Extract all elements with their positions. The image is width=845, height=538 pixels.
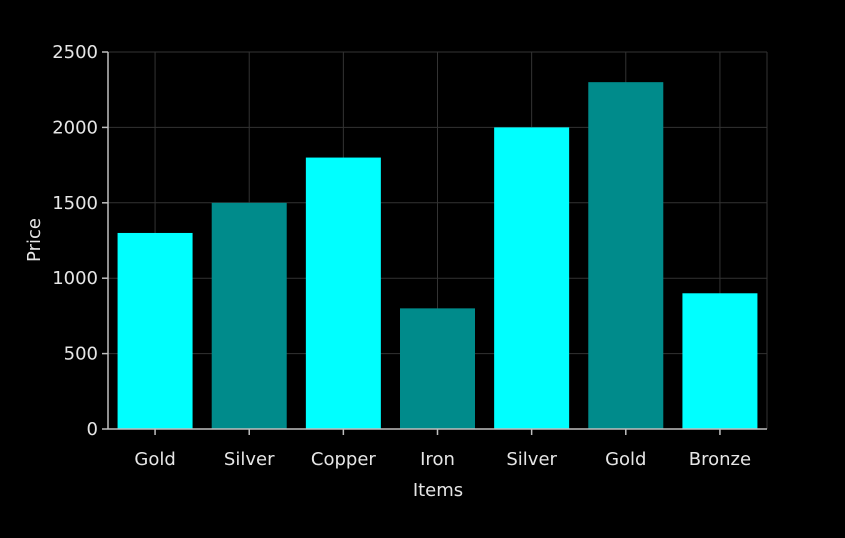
y-tick-label: 2500 [52, 42, 98, 63]
x-tick-label: Gold [134, 449, 175, 470]
x-tick-label: Copper [311, 449, 377, 470]
bar-iron [400, 308, 475, 429]
y-tick-label: 1500 [52, 193, 98, 214]
bar-gold [588, 82, 664, 429]
x-tick-label: Bronze [689, 449, 751, 470]
bar-copper [305, 157, 381, 429]
x-axis-title: Items [413, 480, 463, 501]
label-layer: 0 500 1000 1500 2000 2500 Gold Silver Copper Iron… [52, 42, 751, 470]
y-tick-label: 0 [87, 419, 98, 440]
x-tick-label: Gold [605, 449, 646, 470]
x-tick-label: Silver [224, 449, 275, 470]
y-tick-label: 500 [64, 344, 98, 365]
bar-bronze [682, 293, 758, 429]
y-tick-label: 1000 [52, 268, 98, 289]
bar-gold [117, 232, 193, 429]
bar-layer [117, 82, 758, 430]
x-tick-label: Iron [420, 449, 455, 470]
bar-silver [494, 127, 570, 430]
bar-silver [211, 202, 287, 429]
y-axis-title: Price [24, 218, 45, 262]
axis-layer [102, 51, 767, 435]
x-tick-label: Silver [506, 449, 557, 470]
y-tick-label: 2000 [52, 117, 98, 138]
